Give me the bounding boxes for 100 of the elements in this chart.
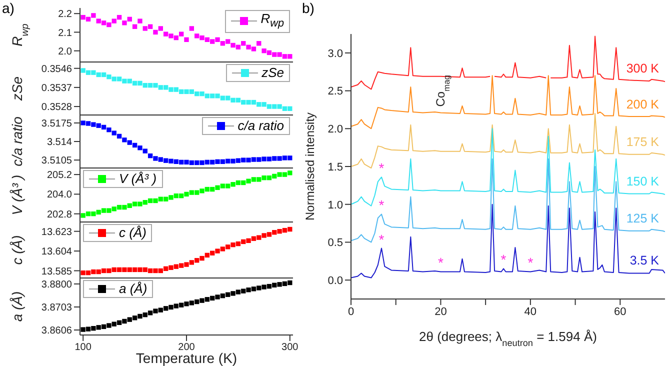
point bbox=[101, 208, 106, 213]
annotation: * bbox=[500, 252, 507, 268]
point bbox=[163, 196, 168, 202]
point bbox=[142, 200, 148, 205]
point bbox=[266, 50, 272, 56]
point bbox=[101, 20, 106, 26]
point bbox=[277, 156, 282, 161]
point bbox=[142, 82, 148, 88]
point bbox=[138, 146, 142, 150]
point bbox=[277, 172, 282, 177]
series-label: 125 K bbox=[626, 212, 660, 226]
point bbox=[178, 193, 184, 198]
series-label: 175 K bbox=[626, 135, 660, 150]
text: a) bbox=[2, 0, 14, 16]
line-series bbox=[351, 128, 665, 206]
point bbox=[148, 153, 153, 158]
point bbox=[194, 258, 200, 263]
y-tick-label: 13.623 bbox=[41, 226, 72, 238]
y-axis-title: V (Å³ ) bbox=[9, 174, 25, 216]
point bbox=[174, 159, 179, 164]
point bbox=[277, 104, 282, 109]
y-tick-label: 3.8606 bbox=[41, 326, 72, 337]
y-tick-label: 2.5 bbox=[328, 86, 343, 98]
point bbox=[142, 267, 148, 272]
point bbox=[122, 267, 127, 272]
point bbox=[116, 267, 122, 272]
point bbox=[189, 26, 194, 31]
point bbox=[241, 239, 246, 244]
point bbox=[210, 296, 215, 301]
point bbox=[210, 250, 215, 256]
point bbox=[174, 264, 179, 269]
point bbox=[148, 198, 153, 204]
point bbox=[80, 14, 86, 20]
point bbox=[158, 268, 163, 274]
point bbox=[132, 267, 138, 272]
point bbox=[178, 160, 184, 165]
point bbox=[96, 123, 101, 128]
point bbox=[241, 158, 246, 162]
point bbox=[282, 172, 288, 177]
point bbox=[127, 78, 132, 84]
point bbox=[236, 180, 241, 186]
point bbox=[122, 204, 127, 210]
point bbox=[148, 24, 153, 29]
point bbox=[106, 22, 112, 28]
point bbox=[256, 286, 262, 290]
point bbox=[96, 269, 101, 274]
point bbox=[241, 100, 246, 105]
y-tick-label: 3.5105 bbox=[41, 156, 72, 167]
point bbox=[246, 288, 251, 292]
point bbox=[204, 94, 210, 98]
point bbox=[112, 130, 116, 136]
point bbox=[277, 228, 282, 234]
point bbox=[215, 294, 220, 300]
point bbox=[220, 293, 226, 298]
x-tick-label: 20 bbox=[434, 306, 447, 318]
point bbox=[226, 292, 230, 297]
point bbox=[122, 138, 127, 142]
y-axis-title: Normalised intensity bbox=[303, 112, 317, 221]
point bbox=[288, 226, 292, 232]
point bbox=[86, 211, 91, 216]
point bbox=[86, 270, 91, 276]
point bbox=[184, 89, 189, 94]
point bbox=[266, 284, 272, 289]
point bbox=[189, 190, 194, 195]
point bbox=[215, 248, 220, 254]
point bbox=[168, 195, 174, 200]
point bbox=[236, 98, 241, 103]
point bbox=[189, 160, 194, 166]
point bbox=[142, 26, 148, 31]
point bbox=[158, 85, 163, 90]
y-tick-label: 204.0 bbox=[46, 190, 72, 201]
series-label: 150 K bbox=[626, 174, 660, 189]
point bbox=[220, 246, 226, 252]
y-tick-label: 1.0 bbox=[328, 199, 343, 212]
point bbox=[163, 32, 168, 36]
point bbox=[158, 196, 163, 202]
point bbox=[163, 158, 168, 163]
point bbox=[148, 268, 153, 274]
point bbox=[262, 175, 266, 180]
point bbox=[189, 300, 194, 306]
point bbox=[138, 18, 142, 24]
point bbox=[184, 192, 189, 197]
point bbox=[116, 14, 122, 20]
point bbox=[236, 44, 241, 50]
y-axis-title: a (Å) bbox=[9, 291, 25, 322]
point bbox=[272, 282, 277, 288]
point bbox=[210, 39, 215, 44]
point bbox=[184, 262, 189, 267]
point bbox=[246, 100, 251, 105]
point bbox=[178, 32, 184, 36]
y-tick-label: 202.8 bbox=[46, 209, 72, 220]
y-tick-label: 3.8800 bbox=[41, 279, 72, 290]
point bbox=[153, 82, 158, 88]
point bbox=[256, 157, 262, 162]
y-tick-label: 3.8703 bbox=[41, 302, 72, 314]
point bbox=[288, 54, 292, 59]
point bbox=[262, 102, 266, 107]
point bbox=[163, 266, 168, 272]
point bbox=[153, 308, 158, 314]
point bbox=[168, 87, 174, 92]
